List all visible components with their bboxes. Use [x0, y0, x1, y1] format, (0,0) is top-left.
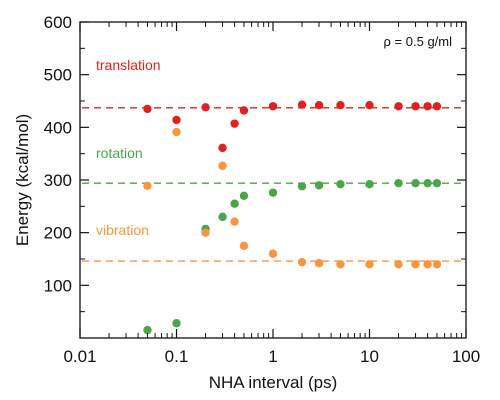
vibration-point — [423, 260, 432, 269]
rotation-point — [394, 178, 403, 188]
rotation-point — [297, 182, 307, 191]
translation-point — [411, 102, 420, 111]
rotation-point — [143, 325, 152, 335]
y-tick-label: 100 — [44, 276, 72, 295]
tick-labels: 0.01 0.1 1 10 100 100 200 300 400 500 600 — [44, 13, 481, 366]
y-axis-title: Energy (kcal/mol) — [13, 114, 32, 246]
translation-point — [314, 101, 324, 110]
x-tick-label: 0.01 — [63, 347, 96, 366]
rotation-point — [336, 180, 345, 189]
vibration-series-label: vibration — [96, 222, 149, 238]
vibration-point — [432, 260, 442, 269]
rotation-point — [432, 178, 442, 188]
data-points — [143, 100, 442, 335]
vibration-point — [268, 249, 278, 258]
rotation-point — [218, 212, 227, 222]
translation-point — [423, 102, 432, 111]
x-tick-label: 10 — [360, 347, 379, 366]
rotation-point — [365, 180, 374, 189]
translation-point — [268, 102, 278, 111]
axis-ticks — [79, 21, 467, 338]
rotation-point — [411, 178, 420, 188]
rotation-point — [230, 199, 239, 208]
translation-point — [394, 102, 403, 111]
translation-point — [143, 104, 152, 114]
vibration-point — [201, 228, 210, 237]
x-tick-label: 100 — [452, 347, 480, 366]
vibration-point — [239, 241, 249, 251]
rotation-point — [268, 188, 278, 197]
translation-series-label: translation — [96, 57, 161, 73]
vibration-point — [230, 217, 239, 226]
vibration-point — [336, 260, 345, 269]
vibration-point — [394, 260, 403, 269]
translation-point — [336, 101, 345, 110]
vibration-point — [143, 181, 152, 190]
rotation-point — [314, 181, 324, 190]
translation-point — [432, 102, 442, 111]
vibration-point — [365, 260, 374, 269]
vibration-point — [314, 259, 324, 268]
translation-point — [201, 103, 210, 112]
y-tick-label: 600 — [44, 13, 72, 32]
rotation-point — [423, 178, 432, 188]
translation-point — [230, 119, 239, 128]
x-axis-title: NHA interval (ps) — [209, 373, 337, 392]
translation-point — [365, 101, 374, 110]
reference-lines — [82, 107, 464, 262]
translation-point — [297, 100, 307, 109]
rotation-series-label: rotation — [96, 145, 143, 161]
chart-text: translation rotation vibration NHA interval… — [13, 34, 452, 392]
y-tick-label: 300 — [44, 171, 72, 190]
vibration-point — [411, 260, 420, 269]
vibration-point — [297, 257, 307, 267]
rotation-point — [239, 191, 249, 200]
y-tick-label: 200 — [44, 224, 72, 243]
rotation-point — [172, 319, 181, 328]
vibration-point — [218, 161, 227, 170]
translation-point — [172, 115, 181, 125]
translation-point — [218, 143, 227, 153]
vibration-point — [172, 127, 181, 137]
y-tick-label: 500 — [44, 66, 72, 85]
density-annotation: ρ = 0.5 g/ml — [384, 34, 453, 49]
translation-point — [239, 106, 249, 115]
x-tick-label: 1 — [268, 347, 277, 366]
x-tick-label: 0.1 — [165, 347, 189, 366]
y-tick-label: 400 — [44, 118, 72, 137]
